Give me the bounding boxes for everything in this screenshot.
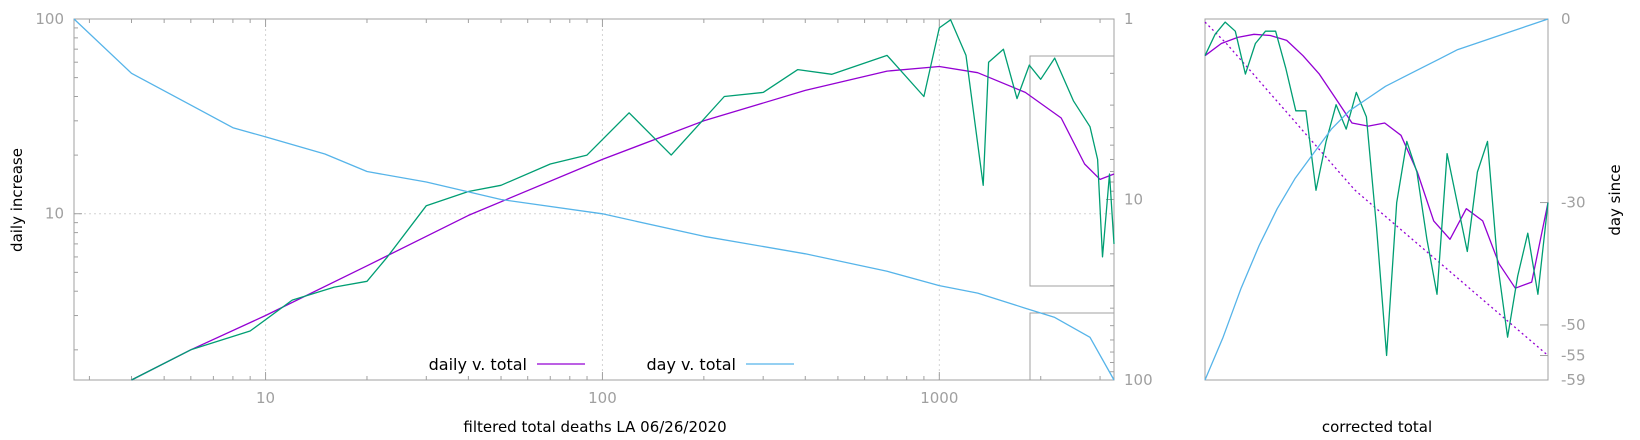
side-plot-series — [1204, 18, 1549, 381]
side-series-line-3 — [1204, 18, 1549, 381]
side-y-tick-label: -50 — [1561, 316, 1586, 334]
x-tick-label: 1000 — [920, 389, 958, 407]
y2-tick-label: 1 — [1124, 10, 1134, 28]
y2-tick-label: 10 — [1124, 191, 1143, 209]
y2-tick-label: 100 — [1124, 371, 1153, 389]
y-tick-label: 100 — [35, 10, 64, 28]
main-series-line-0 — [131, 65, 1115, 381]
legend-daily-label: daily v. total — [429, 355, 527, 374]
x-tick-label: 10 — [256, 389, 275, 407]
legend-day-label: day v. total — [647, 355, 737, 374]
side-y-axis-label: day since — [1606, 164, 1624, 235]
side-x-axis-label: corrected total — [1322, 418, 1432, 436]
side-y-tick-label: 0 — [1561, 10, 1571, 28]
side-series-line-2 — [1204, 21, 1549, 357]
side-y-tick-label: -59 — [1561, 371, 1586, 389]
main-x-axis-label: filtered total deaths LA 06/26/2020 — [463, 418, 726, 436]
zoom-indicator-box — [1029, 55, 1115, 287]
main-series-line-1 — [131, 19, 1115, 381]
main-y-axis-label: daily increase — [8, 148, 26, 252]
side-y-tick-label: -30 — [1561, 194, 1586, 212]
side-series-line-1 — [1204, 21, 1549, 356]
side-plot-frame — [1204, 18, 1549, 381]
main-plot-series — [73, 18, 1115, 381]
plot-frames — [73, 18, 1549, 381]
x-tick-label: 100 — [588, 389, 617, 407]
y-tick-label: 10 — [45, 205, 64, 223]
zoom-indicator-bracket — [1029, 312, 1114, 380]
side-y-tick-label: -55 — [1561, 347, 1586, 365]
grid-lines — [74, 18, 1114, 380]
main-series-line-2 — [73, 18, 1115, 381]
main-plot-frame — [73, 18, 1115, 381]
